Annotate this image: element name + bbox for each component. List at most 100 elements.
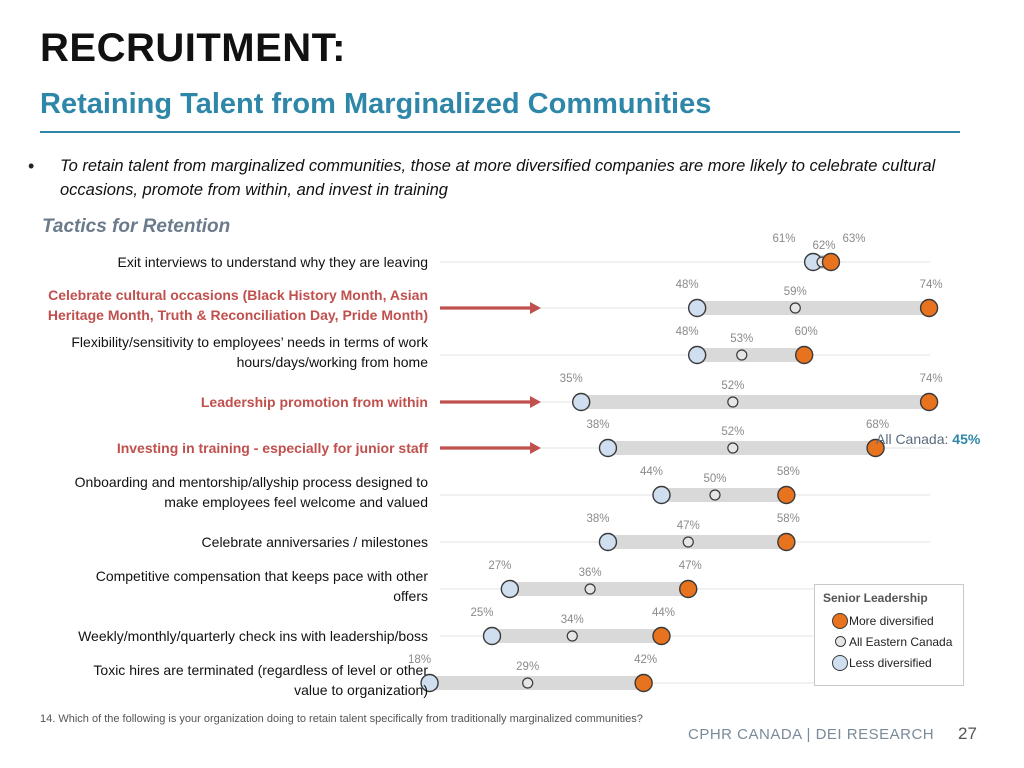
point-less-diversified xyxy=(598,438,618,458)
label-less: 48% xyxy=(676,326,699,338)
label-more: 42% xyxy=(634,654,657,666)
label-less: 38% xyxy=(586,419,609,431)
label-more: 58% xyxy=(777,466,800,478)
category-label: value to organization) xyxy=(294,682,428,698)
point-all-eastern-canada xyxy=(584,583,596,595)
label-all: 34% xyxy=(561,614,584,626)
point-less-diversified xyxy=(598,532,618,552)
label-more: 58% xyxy=(777,513,800,525)
label-less: 48% xyxy=(676,279,699,291)
label-all: 62% xyxy=(813,240,836,252)
point-less-diversified xyxy=(687,298,707,318)
all-canada-note: All Canada: 45% xyxy=(876,431,980,447)
category-label: Exit interviews to understand why they a… xyxy=(118,254,429,270)
range-bar xyxy=(697,301,930,315)
label-more: 44% xyxy=(652,607,675,619)
point-all-eastern-canada xyxy=(522,677,534,689)
point-more-diversified xyxy=(795,345,814,365)
highlight-arrowhead xyxy=(530,442,541,454)
chart-legend: Senior Leadership More diversified All E… xyxy=(814,584,964,686)
legend-less-label: Less diversified xyxy=(849,656,932,670)
label-all: 53% xyxy=(730,333,753,345)
point-more-diversified xyxy=(652,626,671,646)
point-less-diversified xyxy=(572,392,591,412)
point-less-diversified xyxy=(500,579,520,599)
point-more-diversified xyxy=(679,579,698,599)
point-all-eastern-canada xyxy=(736,349,748,361)
category-label: Heritage Month, Truth & Reconciliation D… xyxy=(48,307,428,323)
page-subtitle: Retaining Talent from Marginalized Commu… xyxy=(40,88,712,120)
label-all: 52% xyxy=(721,380,744,392)
label-all: 47% xyxy=(677,520,700,532)
point-less-diversified xyxy=(482,626,502,646)
category-label: make employees feel welcome and valued xyxy=(164,494,428,510)
summary-bullet: To retain talent from marginalized commu… xyxy=(60,157,936,199)
category-label: Celebrate anniversaries / milestones xyxy=(202,534,428,550)
label-more: 74% xyxy=(920,279,943,291)
label-less: 18% xyxy=(408,654,431,666)
legend-less-marker xyxy=(832,655,848,671)
point-all-eastern-canada xyxy=(709,489,721,501)
all-canada-value: 45% xyxy=(952,431,981,447)
point-more-diversified xyxy=(777,485,796,505)
label-all: 29% xyxy=(516,661,539,673)
highlight-arrowhead xyxy=(530,396,541,408)
label-all: 50% xyxy=(703,473,726,485)
range-bar xyxy=(661,488,787,502)
category-label: Celebrate cultural occasions (Black Hist… xyxy=(48,287,428,303)
category-label: offers xyxy=(393,588,428,604)
legend-more-label: More diversified xyxy=(849,614,934,628)
range-bar xyxy=(607,535,787,549)
page-title: RECRUITMENT: xyxy=(40,26,346,70)
point-all-eastern-canada xyxy=(727,396,739,408)
point-all-eastern-canada xyxy=(727,442,739,454)
footnote: 14. Which of the following is your organ… xyxy=(40,713,643,725)
point-all-eastern-canada xyxy=(682,536,694,548)
category-label: Competitive compensation that keeps pace… xyxy=(96,568,429,584)
legend-title: Senior Leadership xyxy=(823,591,928,605)
label-all: 52% xyxy=(721,426,744,438)
category-label: Investing in training - especially for j… xyxy=(117,440,428,456)
legend-all-label: All Eastern Canada xyxy=(849,635,953,649)
category-label: Onboarding and mentorship/allyship proce… xyxy=(75,474,429,490)
point-more-diversified xyxy=(866,438,885,458)
title-divider xyxy=(40,131,960,133)
category-label: Flexibility/sensitivity to employees’ ne… xyxy=(71,334,429,350)
category-label: Weekly/monthly/quarterly check ins with … xyxy=(78,628,428,644)
label-more: 68% xyxy=(866,419,889,431)
point-more-diversified xyxy=(919,392,939,412)
label-less: 38% xyxy=(586,513,609,525)
bullet-icon: • xyxy=(28,156,35,176)
brand-footer: CPHR CANADA | DEI RESEARCH xyxy=(688,726,935,743)
label-all: 59% xyxy=(784,286,807,298)
label-more: 60% xyxy=(795,326,818,338)
label-less: 27% xyxy=(488,560,511,572)
page-number: 27 xyxy=(958,724,977,743)
range-bar xyxy=(581,395,930,409)
label-less: 35% xyxy=(560,373,583,385)
point-less-diversified xyxy=(652,485,671,505)
point-more-diversified xyxy=(777,532,796,552)
label-more: 74% xyxy=(920,373,943,385)
category-label: hours/days/working from home xyxy=(237,354,429,370)
category-label: Leadership promotion from within xyxy=(201,394,428,410)
section-title: Tactics for Retention xyxy=(42,216,231,237)
range-bar xyxy=(697,348,805,362)
point-less-diversified xyxy=(420,673,439,693)
range-bar xyxy=(607,441,876,455)
legend-more-marker xyxy=(832,613,848,629)
range-bar xyxy=(509,582,689,596)
point-more-diversified xyxy=(821,252,841,272)
label-more: 63% xyxy=(843,233,866,245)
label-more: 47% xyxy=(679,560,702,572)
all-canada-label: All Canada: xyxy=(876,431,953,447)
label-all: 36% xyxy=(579,567,602,579)
point-more-diversified xyxy=(634,673,653,693)
point-less-diversified xyxy=(687,345,707,365)
point-more-diversified xyxy=(919,298,939,318)
legend-all-marker xyxy=(835,636,846,647)
label-less: 61% xyxy=(773,233,796,245)
highlight-arrowhead xyxy=(530,302,541,314)
label-less: 44% xyxy=(640,466,663,478)
